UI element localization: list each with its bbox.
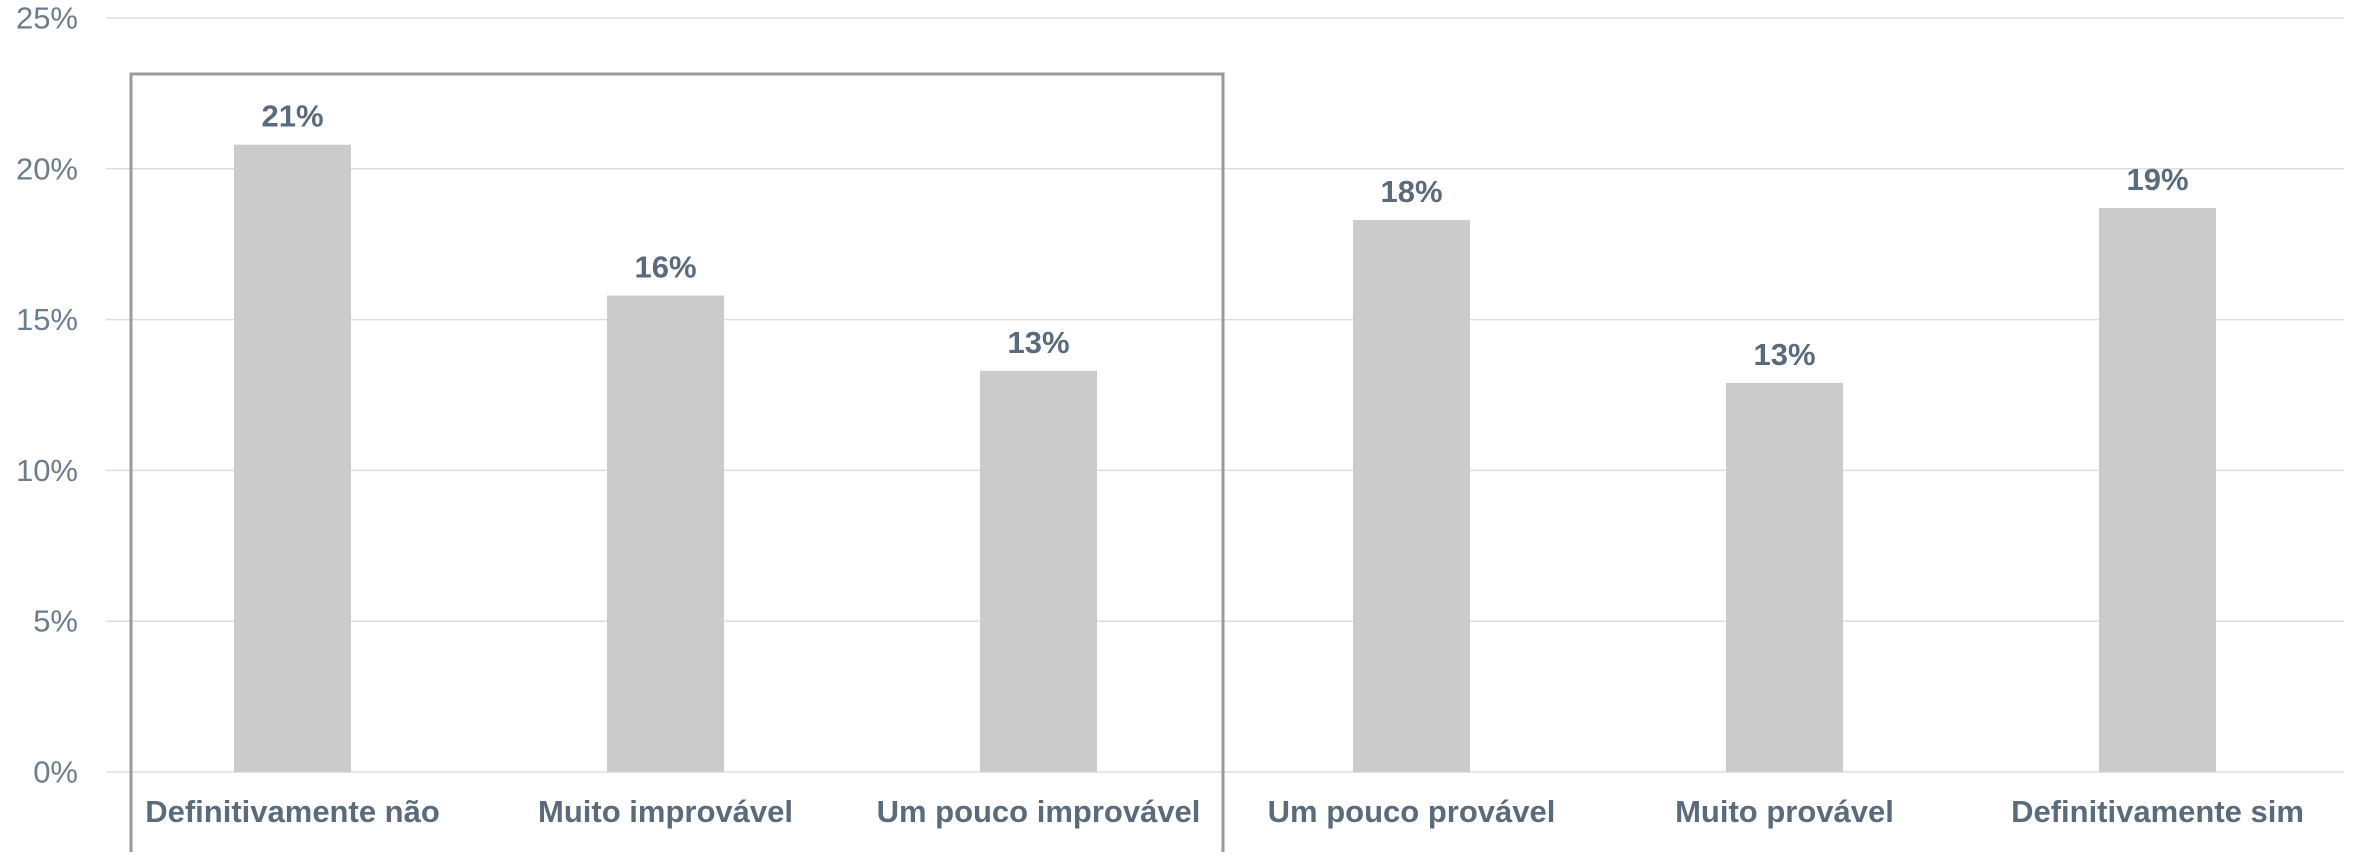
y-axis-tick-labels: 0% 5% 10% 15% 20% 25%	[16, 1, 78, 790]
x-axis-tick-labels: Definitivamente não Muito improvável Um po…	[145, 794, 2304, 829]
y-tick-label: 25%	[16, 1, 78, 36]
y-tick-label: 15%	[16, 302, 78, 337]
y-tick-label: 20%	[16, 151, 78, 186]
data-labels: 21% 16% 13% 18% 13% 19%	[261, 99, 2188, 372]
bar	[2099, 208, 2216, 772]
highlight-box	[129, 72, 1225, 852]
bar	[234, 144, 351, 772]
x-tick-label: Um pouco improvável	[877, 794, 1201, 829]
data-label: 19%	[2126, 162, 2188, 197]
data-label: 18%	[1380, 174, 1442, 209]
bar	[1726, 382, 1843, 772]
x-tick-label: Um pouco provável	[1268, 794, 1556, 829]
bars	[234, 144, 2216, 772]
grid-lines	[106, 17, 2344, 773]
x-tick-label: Definitivamente sim	[2011, 794, 2304, 829]
x-tick-label: Muito provável	[1675, 794, 1894, 829]
bar	[980, 370, 1097, 772]
y-tick-label: 0%	[33, 755, 78, 790]
y-tick-label: 10%	[16, 453, 78, 488]
data-label: 13%	[1753, 337, 1815, 372]
bar	[1353, 220, 1470, 772]
x-tick-label: Muito improvável	[538, 794, 793, 829]
data-label: 13%	[1007, 325, 1069, 360]
bar	[607, 295, 724, 772]
highlight-group	[129, 72, 1225, 852]
x-tick-label: Definitivamente não	[145, 794, 440, 829]
data-label: 21%	[261, 99, 323, 134]
y-tick-label: 5%	[33, 604, 78, 639]
data-label: 16%	[634, 249, 696, 284]
